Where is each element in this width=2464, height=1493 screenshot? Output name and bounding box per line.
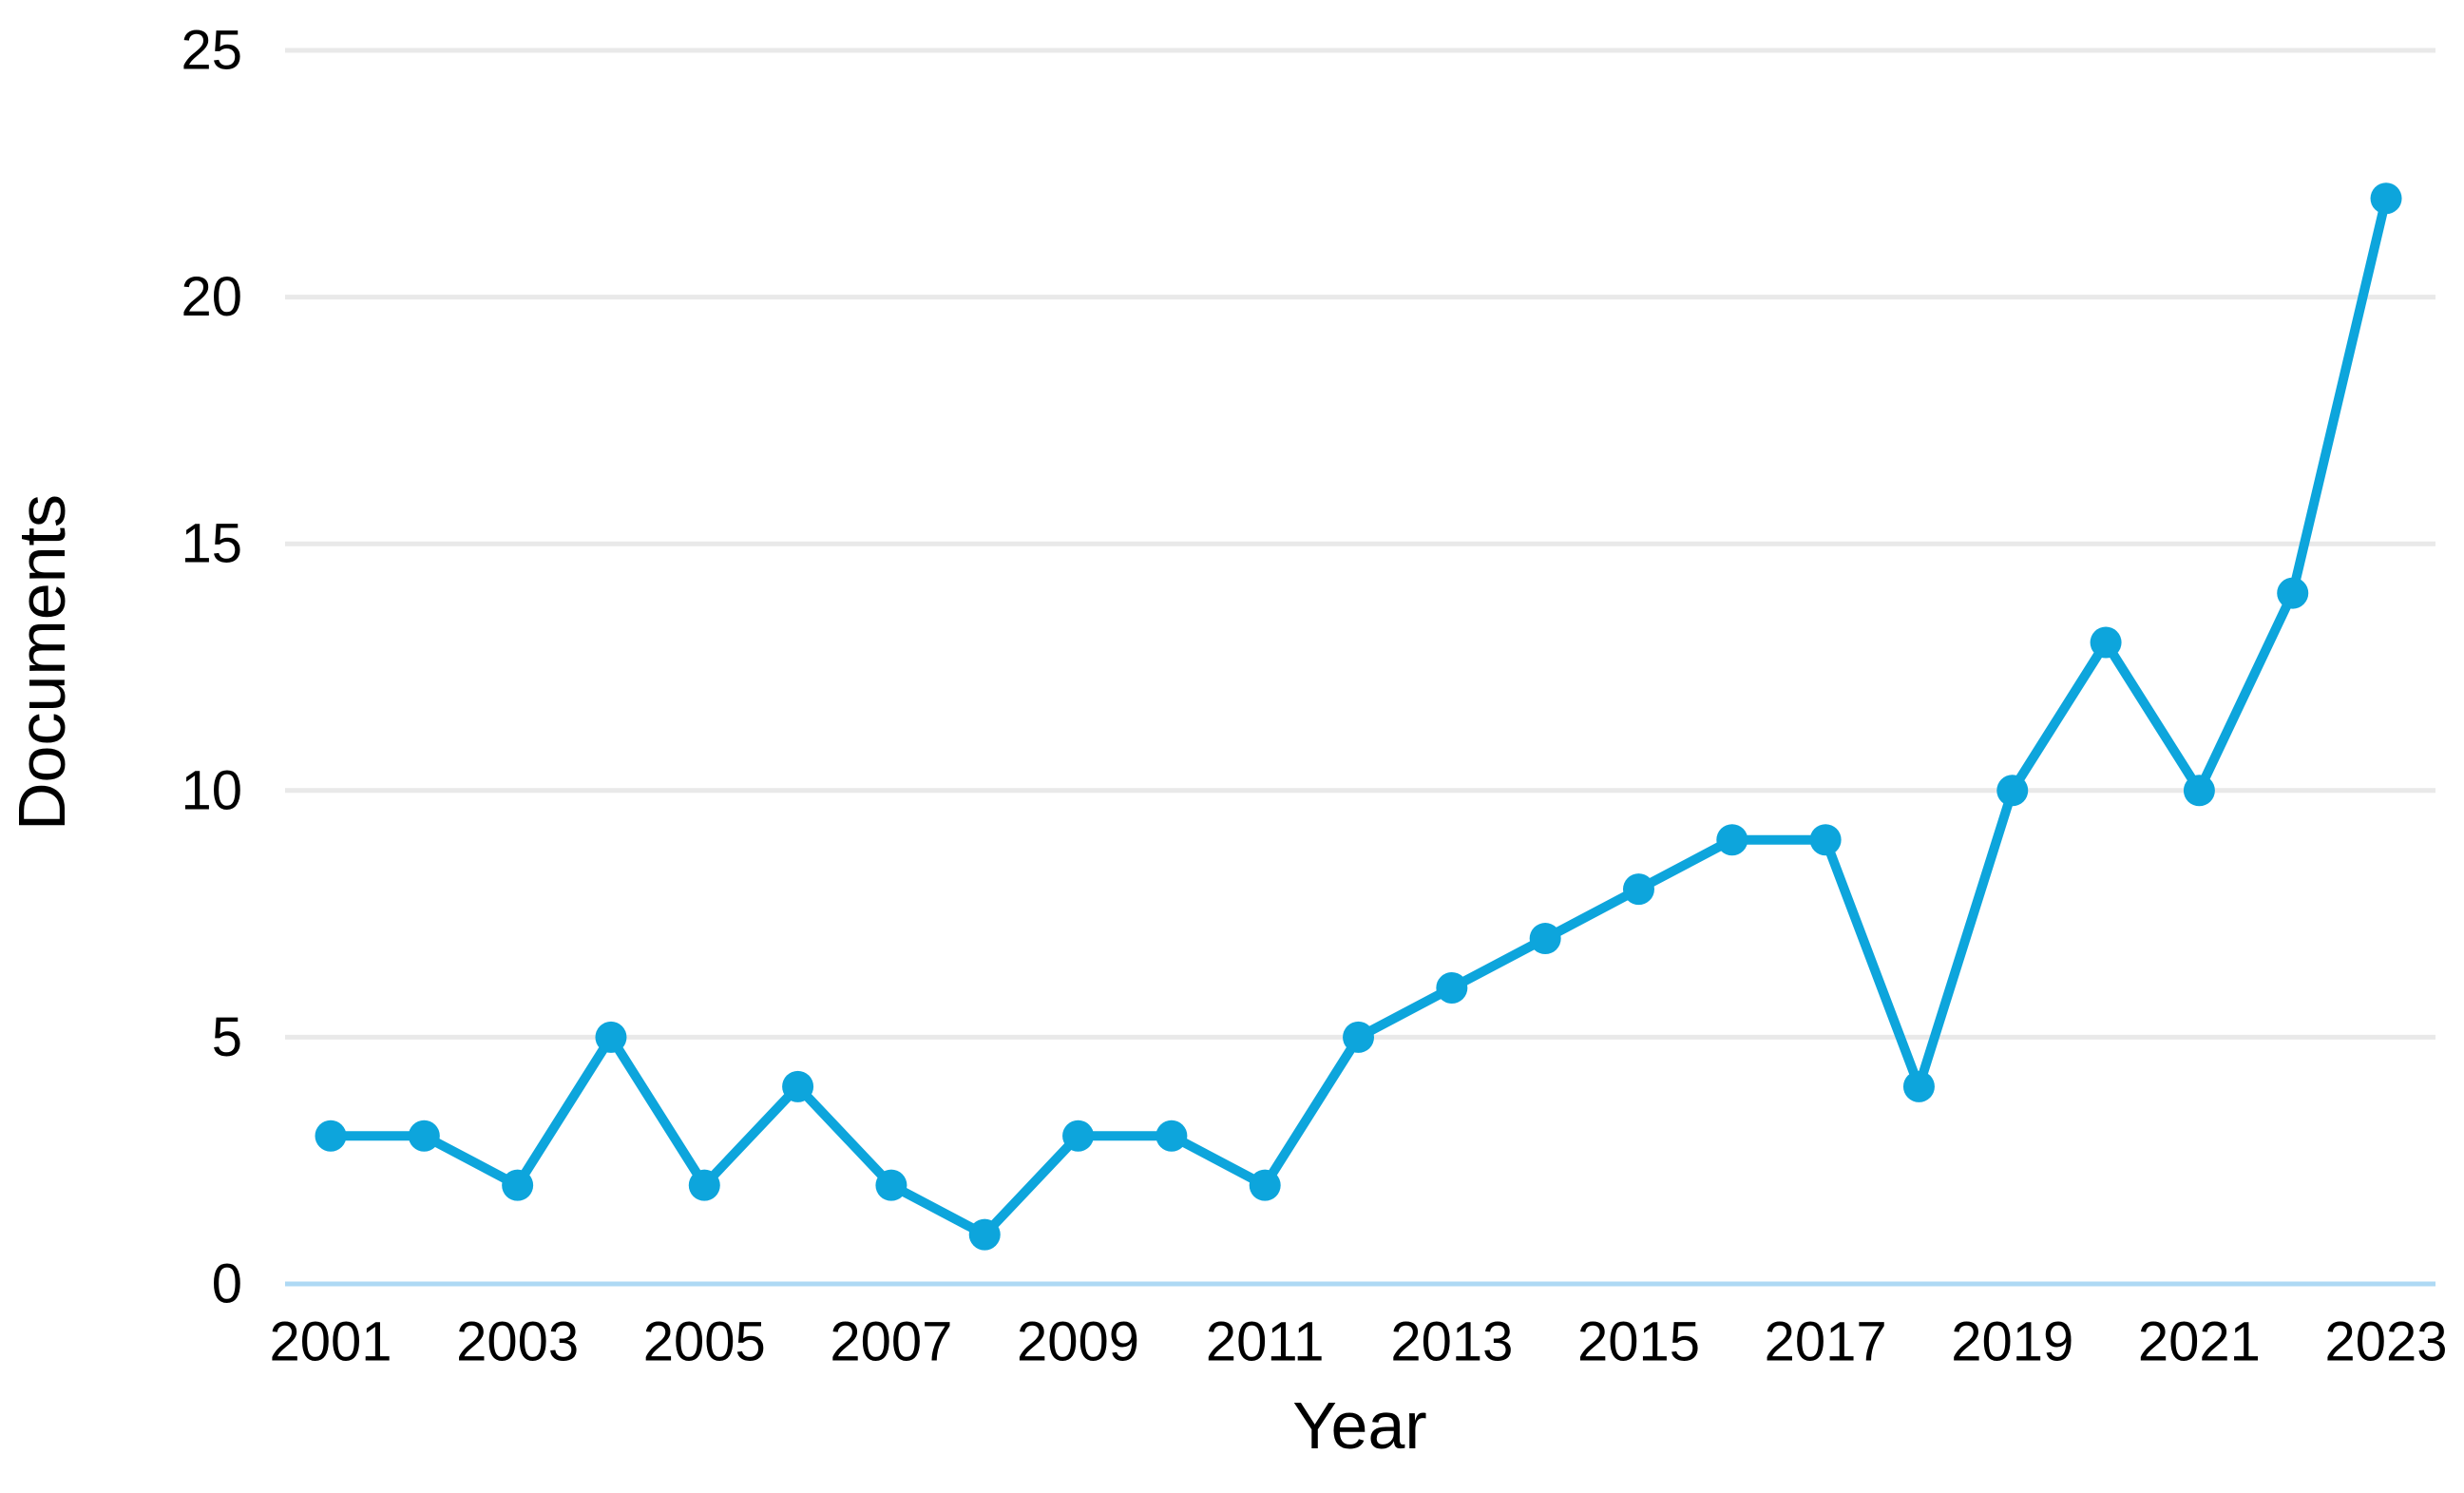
data-point-2017[interactable] <box>1809 824 1842 856</box>
x-tick-label-2001: 2001 <box>269 1311 392 1373</box>
data-point-2008[interactable] <box>968 1218 1001 1251</box>
x-tick-label-2017: 2017 <box>1765 1311 1887 1373</box>
y-tick-label-0: 0 <box>212 1254 242 1315</box>
data-point-2020[interactable] <box>2090 626 2122 659</box>
data-point-2011[interactable] <box>1249 1169 1281 1201</box>
x-tick-label-2015: 2015 <box>1577 1311 1700 1373</box>
documents-series <box>315 182 2402 1251</box>
data-point-2012[interactable] <box>1343 1021 1375 1053</box>
x-tick-label-2009: 2009 <box>1017 1311 1139 1373</box>
data-point-2022[interactable] <box>2277 577 2309 609</box>
data-point-2014[interactable] <box>1529 923 1561 955</box>
data-point-2015[interactable] <box>1622 873 1654 906</box>
y-tick-label-5: 5 <box>212 1006 242 1068</box>
x-tick-label-2011: 2011 <box>1206 1311 1325 1373</box>
x-axis-title: Year <box>1292 1388 1427 1463</box>
x-tick-label-2013: 2013 <box>1390 1311 1513 1373</box>
data-point-2009[interactable] <box>1062 1120 1095 1152</box>
y-axis-title: Documents <box>5 493 79 832</box>
y-tick-label-10: 10 <box>181 759 242 821</box>
data-point-2018[interactable] <box>1902 1070 1935 1102</box>
data-point-2023[interactable] <box>2370 182 2402 215</box>
y-tick-label-25: 25 <box>181 20 242 82</box>
gridlines <box>285 48 2435 1287</box>
data-point-2019[interactable] <box>1996 775 2029 807</box>
x-tick-label-2003: 2003 <box>456 1311 579 1373</box>
data-point-2013[interactable] <box>1436 971 1468 1004</box>
x-tick-label-2021: 2021 <box>2138 1311 2261 1373</box>
data-point-2001[interactable] <box>315 1120 347 1152</box>
data-point-2010[interactable] <box>1156 1120 1188 1152</box>
data-point-2005[interactable] <box>688 1169 720 1201</box>
data-point-2003[interactable] <box>502 1169 534 1201</box>
data-point-2002[interactable] <box>408 1120 440 1152</box>
axis-tick-labels: 0 5 10 15 20 25 2001 2003 2005 2007 2009 2011 2013 20… <box>181 20 2447 1373</box>
y-tick-label-15: 15 <box>181 513 242 575</box>
data-point-2021[interactable] <box>2183 775 2215 807</box>
data-point-2016[interactable] <box>1716 824 1748 856</box>
x-tick-label-2007: 2007 <box>830 1311 952 1373</box>
data-point-2006[interactable] <box>782 1070 814 1102</box>
y-tick-label-20: 20 <box>181 266 242 328</box>
data-point-2007[interactable] <box>875 1169 907 1201</box>
x-tick-label-2019: 2019 <box>1951 1311 2073 1373</box>
x-tick-label-2005: 2005 <box>643 1311 766 1373</box>
x-tick-label-2023: 2023 <box>2325 1311 2448 1373</box>
data-point-2004[interactable] <box>595 1021 627 1053</box>
documents-trend-line <box>326 193 2392 1240</box>
